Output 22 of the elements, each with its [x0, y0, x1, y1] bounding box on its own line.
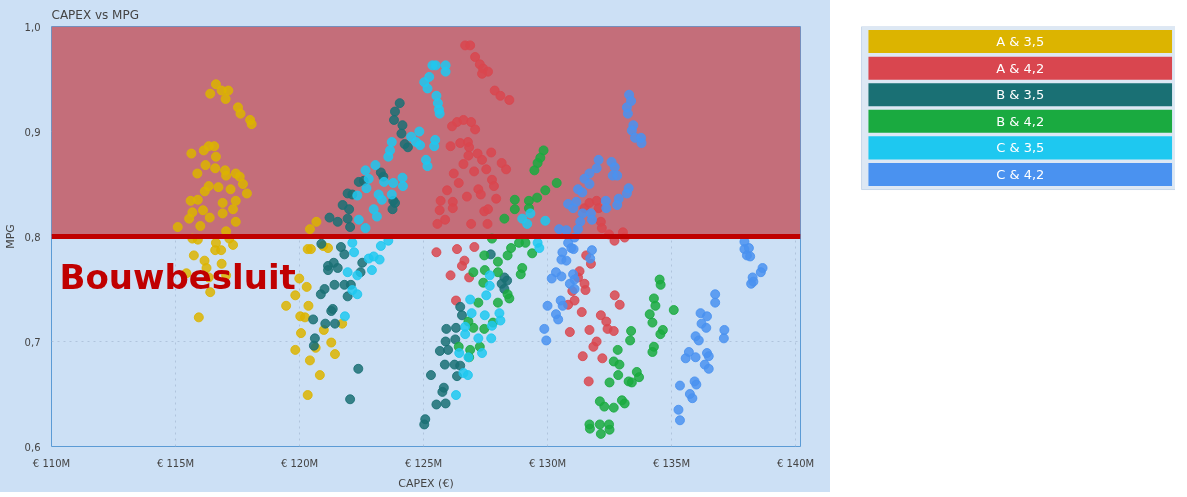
x-tick-label: € 135M — [652, 457, 691, 469]
y-tick-label: 0,7 — [24, 336, 41, 348]
text: C & 4,2 — [996, 166, 1045, 182]
ref-line-label: Bouwbesluit — [59, 256, 296, 297]
x-tick-label: € 130M — [528, 457, 567, 469]
chart-title: CAPEX vs MPG — [51, 7, 139, 22]
text: A & 4,2 — [996, 60, 1045, 76]
text: B & 3,5 — [996, 87, 1045, 103]
x-tick-label: € 125M — [404, 457, 443, 469]
x-tick-label: € 110M — [32, 457, 71, 469]
text: A & 3,5 — [996, 34, 1045, 50]
x-tick-label: € 120M — [280, 457, 319, 469]
x-tick-label: € 140M — [776, 457, 815, 469]
text: B & 4,2 — [996, 113, 1045, 129]
y-tick-label: 0,8 — [24, 231, 41, 243]
text: C & 3,5 — [996, 140, 1045, 156]
y-tick-label: 0,6 — [24, 441, 41, 453]
y-tick-label: 0,9 — [24, 126, 41, 138]
x-axis-title: CAPEX (€) — [398, 476, 454, 490]
x-tick-label: € 115M — [156, 457, 195, 469]
y-tick-label: 1,0 — [24, 21, 41, 33]
y-axis-title: MPG — [3, 224, 17, 249]
